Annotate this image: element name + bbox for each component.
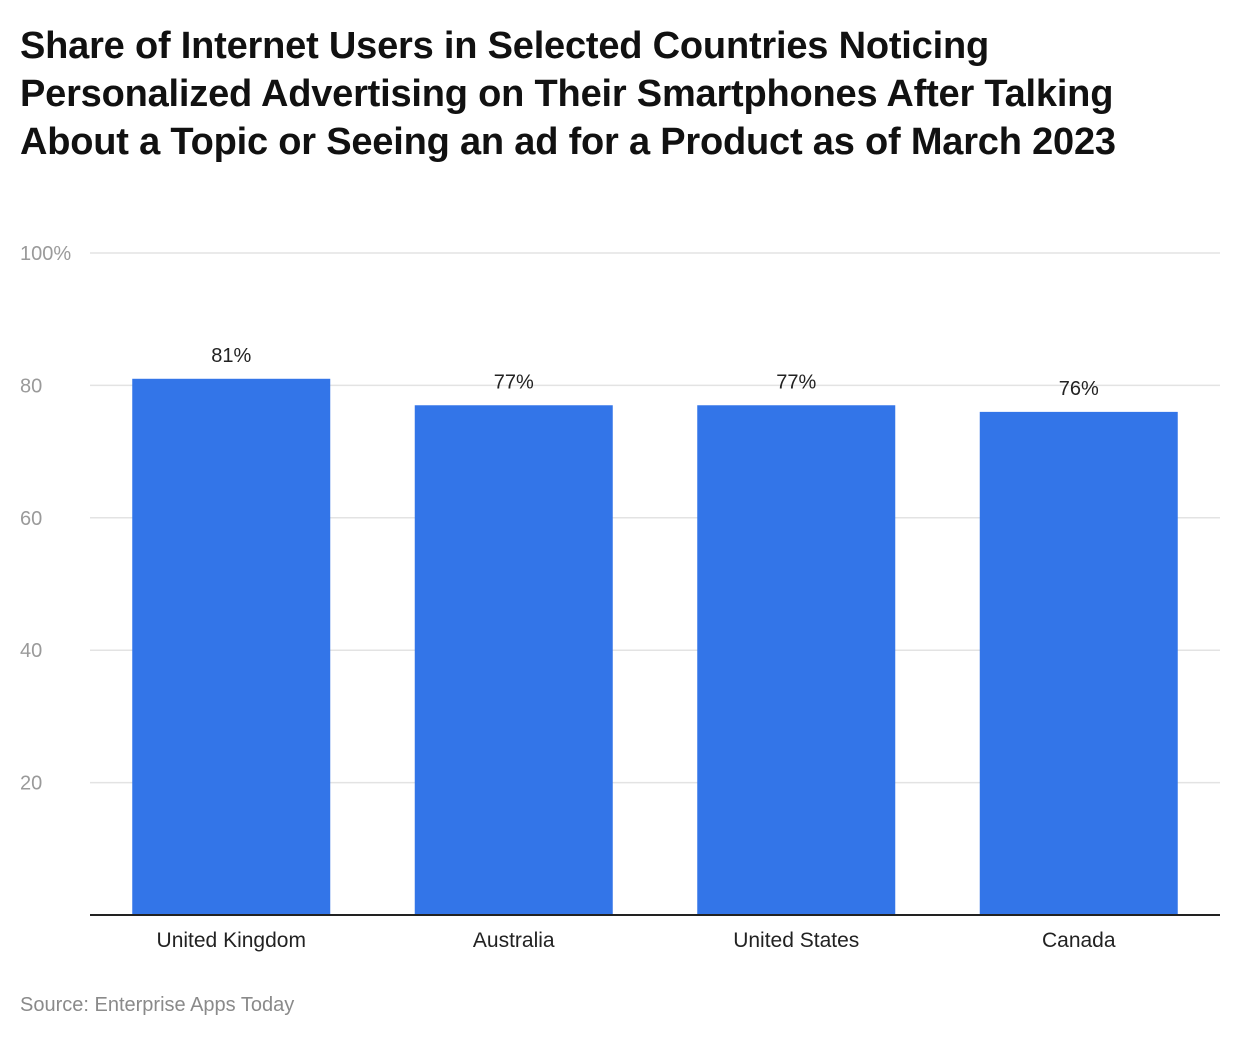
y-tick-label: 40 bbox=[20, 640, 42, 662]
y-tick-label: 80 bbox=[20, 375, 42, 397]
data-label: 77% bbox=[776, 371, 816, 393]
bar bbox=[979, 411, 1178, 915]
data-label: 77% bbox=[494, 371, 534, 393]
bar bbox=[697, 405, 896, 915]
bar bbox=[414, 405, 613, 915]
y-axis-tick-labels: 20 40 60 80 100% bbox=[20, 243, 71, 795]
source-note: Source: Enterprise Apps Today bbox=[20, 994, 295, 1016]
y-tick-label: 20 bbox=[20, 773, 42, 795]
bars bbox=[132, 378, 1178, 915]
chart-title: Share of Internet Users in Selected Coun… bbox=[20, 25, 1116, 163]
x-axis-tick-labels: United Kingdom Australia United States Cana… bbox=[157, 929, 1116, 952]
y-tick-label: 60 bbox=[20, 508, 42, 530]
x-tick-label: United States bbox=[733, 929, 859, 952]
x-tick-label: United Kingdom bbox=[157, 929, 306, 952]
x-tick-label: Australia bbox=[473, 929, 555, 952]
bar bbox=[132, 378, 331, 915]
y-tick-label: 100% bbox=[20, 243, 71, 265]
data-labels: 81% 77% 77% 76% bbox=[211, 345, 1099, 400]
data-label: 76% bbox=[1059, 378, 1099, 400]
data-label: 81% bbox=[211, 345, 251, 367]
x-tick-label: Canada bbox=[1042, 929, 1116, 952]
